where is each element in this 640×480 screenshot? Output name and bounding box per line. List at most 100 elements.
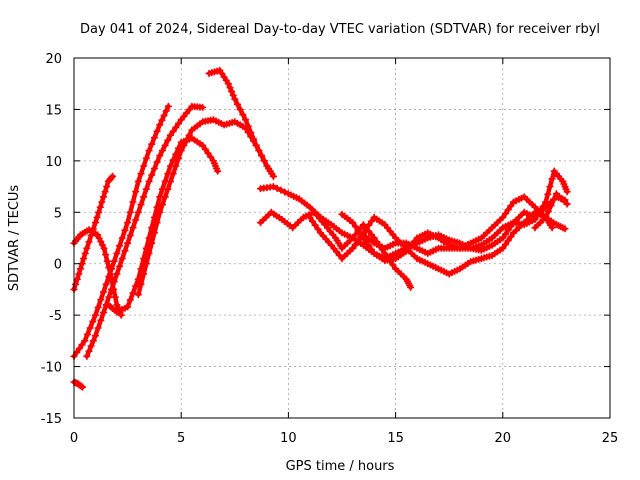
y-tick-label: 10 xyxy=(45,155,62,170)
data-point xyxy=(85,238,93,246)
y-tick-label: -10 xyxy=(41,361,62,376)
data-point xyxy=(73,275,81,283)
data-point xyxy=(306,213,314,221)
data-point xyxy=(277,186,285,194)
data-point xyxy=(103,257,111,265)
data-point xyxy=(99,288,107,296)
data-point xyxy=(150,134,158,142)
data-point xyxy=(180,141,188,149)
data-point xyxy=(252,141,260,149)
data-point xyxy=(105,264,113,272)
data-point xyxy=(113,249,121,257)
data-point xyxy=(161,141,169,149)
series-arc-2 xyxy=(70,102,172,360)
axis-ticks: 0 5 10 15 20 25 -15 -10 -5 0 5 10 15 20 xyxy=(41,52,619,446)
data-point xyxy=(89,337,97,345)
data-point xyxy=(269,183,277,191)
data-point xyxy=(199,103,207,111)
data-point xyxy=(314,225,322,233)
data-point xyxy=(175,154,183,162)
data-point xyxy=(389,261,397,269)
data-point xyxy=(169,156,177,164)
y-tick-label: 0 xyxy=(54,258,62,273)
data-point xyxy=(161,193,169,201)
data-point xyxy=(534,211,542,219)
data-point xyxy=(110,257,118,265)
series-arc-8 xyxy=(205,66,277,180)
data-point xyxy=(561,225,569,233)
data-point xyxy=(166,177,174,185)
data-point xyxy=(199,141,207,149)
data-point xyxy=(117,311,125,319)
data-point xyxy=(126,231,134,239)
data-point xyxy=(132,188,140,196)
data-point xyxy=(231,95,239,103)
data-point xyxy=(148,171,156,179)
series-arc-12 xyxy=(338,193,556,265)
data-point xyxy=(531,215,539,223)
data-point xyxy=(362,225,370,233)
data-point xyxy=(244,122,252,130)
data-point xyxy=(137,170,145,178)
data-point xyxy=(229,91,237,99)
data-point xyxy=(102,280,110,288)
y-tick-label: 20 xyxy=(45,52,62,67)
data-point xyxy=(93,213,101,221)
data-point xyxy=(140,162,148,170)
data-point xyxy=(224,80,232,88)
data-point xyxy=(563,200,571,208)
y-tick-label: 15 xyxy=(45,103,62,118)
data-point xyxy=(365,242,373,250)
data-point xyxy=(137,201,145,209)
data-point xyxy=(499,234,507,242)
data-point xyxy=(134,291,142,299)
data-point xyxy=(137,280,145,288)
data-point xyxy=(80,255,88,263)
x-tick-label: 15 xyxy=(387,431,404,446)
data-point xyxy=(236,105,244,113)
data-point xyxy=(126,208,134,216)
series-arc-13 xyxy=(349,167,571,257)
data-point xyxy=(407,283,415,291)
data-point xyxy=(129,289,137,297)
data-point xyxy=(140,193,148,201)
data-point xyxy=(124,219,132,227)
data-point xyxy=(83,330,91,338)
data-point xyxy=(185,131,193,139)
x-axis-label: GPS time / hours xyxy=(286,459,395,474)
plot-frame xyxy=(73,57,611,419)
data-point xyxy=(129,224,137,232)
data-point xyxy=(158,201,166,209)
data-point xyxy=(542,198,550,206)
data-point xyxy=(354,226,362,234)
data-point xyxy=(177,147,185,155)
data-point xyxy=(164,136,172,144)
data-point xyxy=(148,239,156,247)
data-point xyxy=(156,121,164,129)
data-point xyxy=(160,112,168,120)
data-point xyxy=(228,87,236,95)
data-point xyxy=(97,296,105,304)
data-point xyxy=(109,172,117,180)
data-point xyxy=(550,196,558,204)
data-point xyxy=(166,131,174,139)
data-point xyxy=(153,127,161,135)
data-point xyxy=(544,208,552,216)
series-arc-14 xyxy=(531,190,571,232)
data-point xyxy=(169,170,177,178)
data-point xyxy=(86,324,94,332)
data-point xyxy=(91,311,99,319)
data-point xyxy=(164,102,172,110)
data-point xyxy=(121,226,129,234)
data-point xyxy=(95,208,103,216)
data-point xyxy=(158,116,166,124)
data-point xyxy=(539,202,547,210)
data-point xyxy=(113,270,121,278)
series-arc-6 xyxy=(104,134,222,316)
data-point xyxy=(126,296,134,304)
series-arc-1 xyxy=(70,378,87,391)
data-point xyxy=(536,207,544,215)
data-point xyxy=(116,242,124,250)
data-point xyxy=(83,352,91,360)
